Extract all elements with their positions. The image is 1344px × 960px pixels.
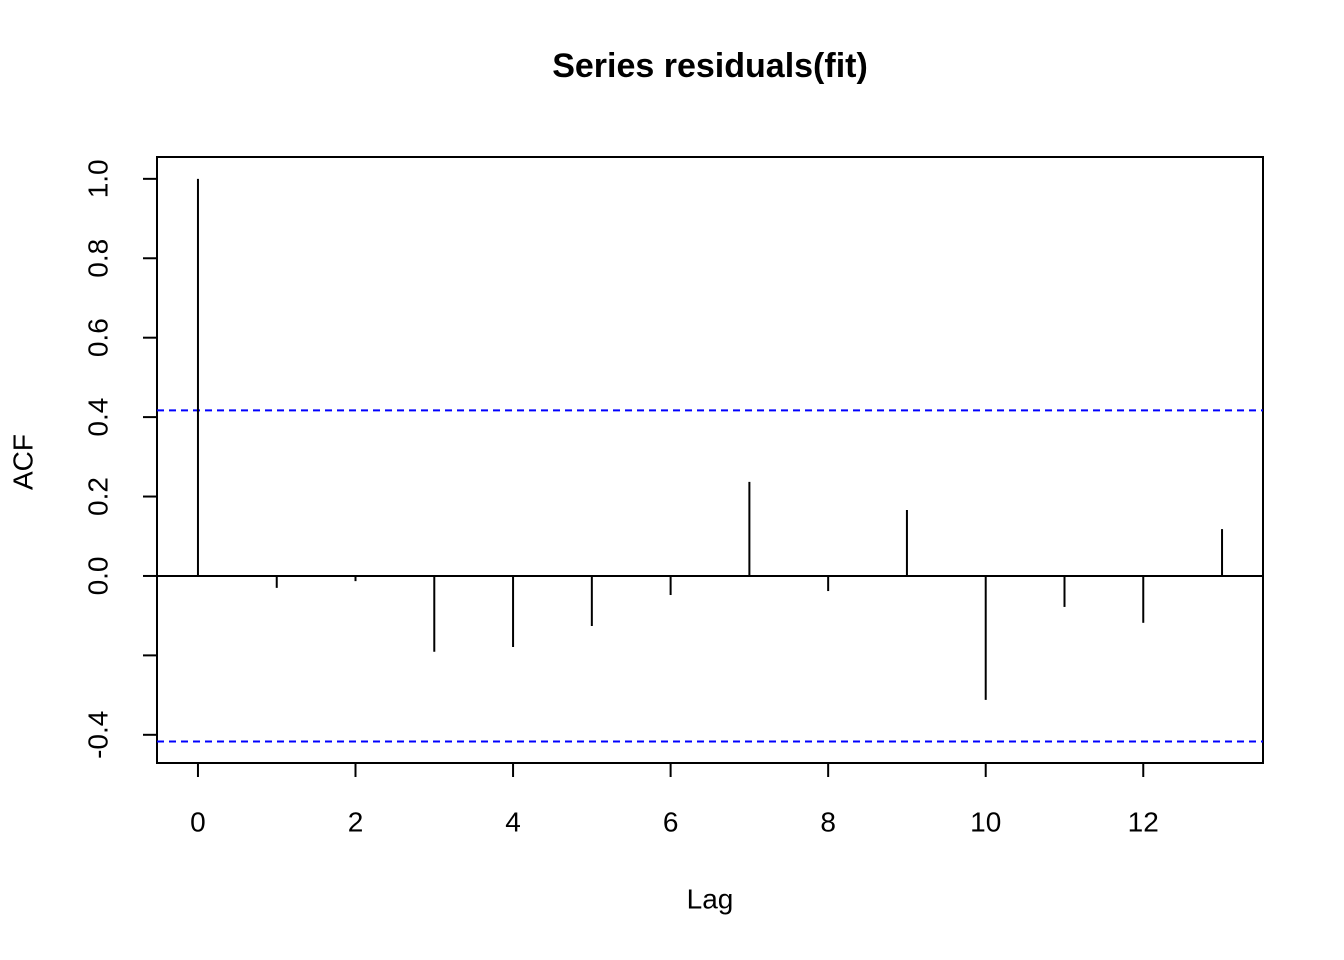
x-tick-label: 6 — [663, 806, 679, 837]
x-tick-label: 4 — [505, 806, 521, 837]
y-axis-label: ACF — [7, 434, 38, 490]
chart-title: Series residuals(fit) — [552, 47, 868, 85]
y-tick-label: 0.8 — [82, 239, 113, 278]
y-tick-label: 0.0 — [82, 556, 113, 595]
y-tick-label: 0.2 — [82, 477, 113, 516]
x-tick-label: 10 — [970, 806, 1001, 837]
x-tick-label: 0 — [190, 806, 206, 837]
y-tick-label: 1.0 — [82, 159, 113, 198]
x-axis-label: Lag — [687, 883, 734, 914]
x-tick-label: 2 — [348, 806, 364, 837]
x-tick-label: 12 — [1128, 806, 1159, 837]
y-tick-label: 0.4 — [82, 398, 113, 437]
plot-frame — [156, 156, 1264, 764]
y-tick-label: 0.6 — [82, 318, 113, 357]
y-tick-label: -0.4 — [82, 711, 113, 759]
x-tick-label: 8 — [820, 806, 836, 837]
